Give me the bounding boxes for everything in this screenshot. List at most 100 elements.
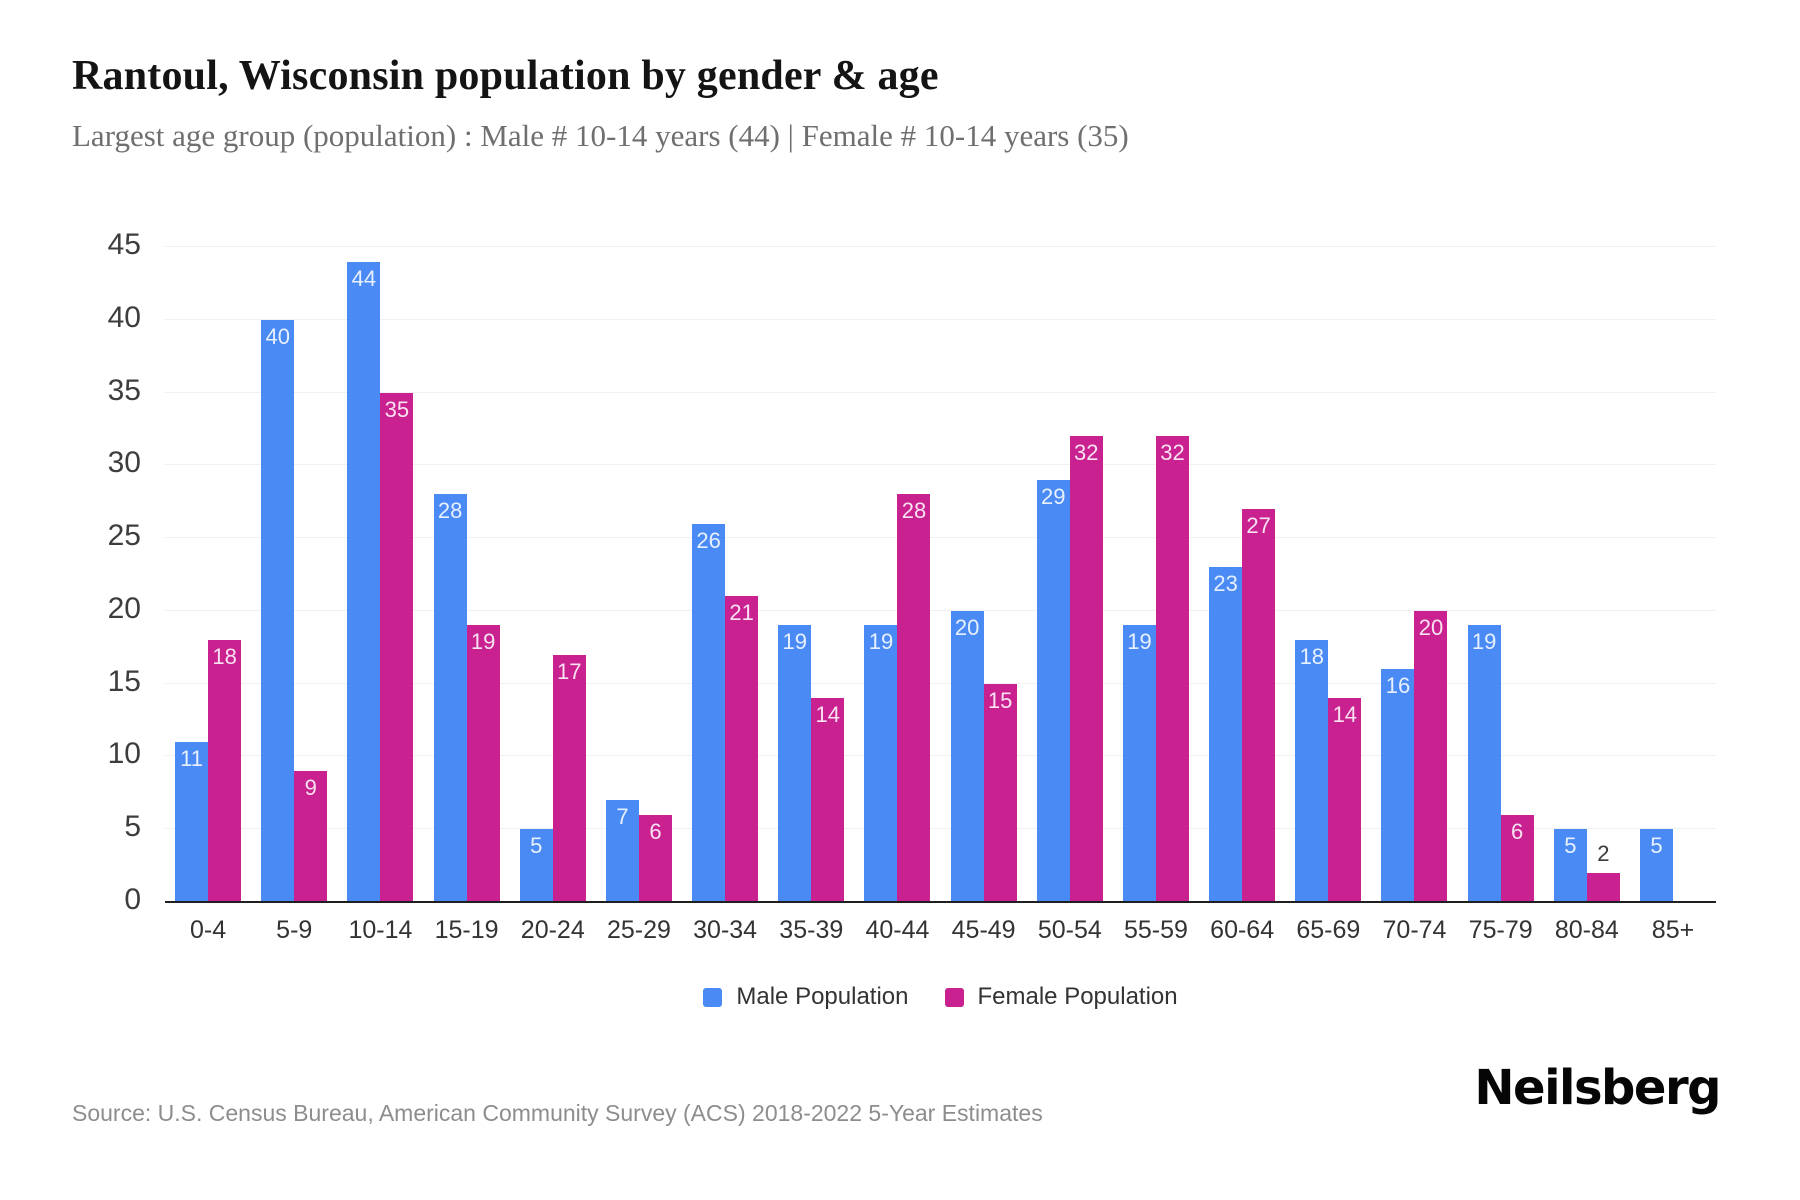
x-axis-tick-label: 0-4 [190, 916, 227, 944]
gridline [165, 391, 1716, 393]
gridline [165, 464, 1716, 466]
bar-value-label: 21 [729, 600, 754, 626]
female-bar: 6 [638, 814, 672, 902]
female-bar: 14 [1328, 698, 1362, 902]
y-axis-tick-label: 35 [107, 373, 141, 407]
bar-group: 5 17 20-24 [510, 247, 596, 944]
y-axis-tick-label: 40 [107, 300, 141, 334]
bar-group: 16 20 70-74 [1371, 247, 1457, 944]
bar-group: 20 15 45-49 [941, 247, 1027, 944]
bar-value-label: 26 [696, 527, 721, 553]
bar-value-label: 6 [1511, 818, 1524, 844]
female-bar: 32 [1069, 436, 1103, 902]
female-bar: 17 [552, 654, 586, 902]
gridline [165, 755, 1716, 757]
bar-value-label: 28 [437, 498, 463, 524]
y-axis-tick-label: 20 [107, 591, 141, 625]
x-axis-tick-label: 50-54 [1037, 916, 1102, 944]
bar-value-label: 6 [649, 818, 662, 844]
legend-label: Female Population [977, 983, 1178, 1010]
y-axis-tick-label: 45 [107, 228, 141, 261]
bar-group: 11 18 0-4 [165, 247, 251, 944]
bar-value-label: 23 [1213, 571, 1238, 597]
male-bar: 5 [1640, 829, 1673, 902]
bar-value-label: 20 [1418, 614, 1444, 640]
x-axis-tick-label: 25-29 [606, 916, 671, 944]
x-axis-tick-label: 40-44 [865, 916, 930, 944]
female-bar: 28 [897, 494, 931, 902]
female-bar: 32 [1155, 436, 1189, 902]
page-subtitle: Largest age group (population) : Male # … [72, 118, 1129, 153]
y-axis-tick-label: 25 [107, 519, 141, 553]
male-bar: 23 [1209, 567, 1243, 902]
bar-value-label: 2 [1597, 840, 1610, 866]
bar-value-label: 5 [530, 833, 543, 859]
female-bar: 15 [983, 683, 1017, 902]
male-bar: 19 [864, 625, 898, 902]
female-bar: 35 [380, 392, 414, 902]
bar-value-label: 11 [180, 745, 203, 771]
bar-group: 23 27 60-64 [1199, 247, 1285, 944]
x-axis-tick-label: 15-19 [434, 916, 499, 944]
x-axis-line [165, 901, 1716, 903]
female-bar: 19 [466, 625, 500, 902]
bar-group: 28 19 15-19 [424, 247, 510, 944]
male-bar: 19 [1122, 625, 1156, 902]
x-axis-tick-label: 20-24 [520, 916, 585, 944]
male-bar: 20 [950, 610, 984, 902]
bar-value-label: 44 [351, 265, 377, 291]
female-bar: 18 [208, 640, 242, 902]
male-bar: 5 [519, 829, 553, 902]
male-bar: 19 [778, 625, 812, 902]
gridline [165, 537, 1716, 539]
bar-group: 19 28 40-44 [854, 247, 940, 944]
male-bar: 19 [1467, 625, 1501, 902]
legend-label: Male Population [736, 983, 909, 1010]
bar-value-label: 19 [1471, 629, 1497, 655]
bar-group: 19 32 55-59 [1113, 247, 1199, 944]
bar-value-label: 14 [815, 702, 841, 728]
bar-value-label: 40 [265, 323, 290, 349]
bar-value-label: 5 [1564, 833, 1577, 859]
female-bar: 9 [294, 771, 328, 902]
legend-item-male-population: Male Population [703, 983, 909, 1011]
bar-value-label: 19 [1127, 629, 1152, 655]
bar-value-label: 5 [1650, 833, 1663, 859]
bars-layer: 11 18 0-4 40 9 5-9 44 35 10-14 28 19 15-19 5 17 20-24 7… [165, 247, 1716, 944]
chart-legend: Male Population Female Population [165, 983, 1716, 1011]
x-axis-tick-label: 60-64 [1210, 916, 1275, 944]
legend-swatch [944, 987, 964, 1007]
x-axis-tick-label: 35-39 [779, 916, 844, 944]
bar-group: 5 2 80-84 [1544, 247, 1630, 944]
source-note: Source: U.S. Census Bureau, American Com… [72, 1100, 1043, 1126]
y-axis-tick-label: 5 [124, 810, 141, 844]
bar-group: 7 6 25-29 [596, 247, 682, 944]
bar-value-label: 19 [470, 629, 496, 655]
x-axis-tick-label: 80-84 [1554, 916, 1619, 944]
bar-group: 5 85+ [1630, 247, 1716, 944]
bar-value-label: 15 [987, 687, 1013, 713]
page-title: Rantoul, Wisconsin population by gender … [72, 53, 939, 99]
bar-value-label: 27 [1246, 513, 1271, 538]
bar-group: 26 21 30-34 [682, 247, 768, 944]
male-bar: 7 [605, 800, 639, 902]
male-bar: 18 [1295, 640, 1329, 902]
bar-value-label: 29 [1041, 483, 1066, 509]
bar-group: 44 35 10-14 [337, 247, 423, 944]
neilsberg-logo: Neilsberg [1474, 1060, 1721, 1116]
x-axis-tick-label: 45-49 [951, 916, 1016, 944]
male-bar: 11 [175, 741, 209, 902]
bar-value-label: 18 [1299, 644, 1325, 669]
bar-chart-plot-area: 0 5 10 15 20 25 30 35 40 45 11 18 0-4 40 9 5-9 44 35 10-1… [108, 228, 1716, 944]
female-bar: 14 [811, 698, 845, 902]
male-bar: 44 [347, 261, 381, 902]
male-bar: 29 [1036, 479, 1070, 902]
gridline [165, 609, 1716, 611]
x-axis-tick-label: 75-79 [1468, 916, 1533, 944]
gridline [165, 318, 1716, 320]
bar-value-label: 35 [384, 396, 410, 422]
female-bar: 6 [1500, 814, 1534, 902]
gridline [165, 246, 1716, 247]
bar-group: 18 14 65-69 [1285, 247, 1371, 944]
female-bar: 20 [1414, 610, 1448, 902]
